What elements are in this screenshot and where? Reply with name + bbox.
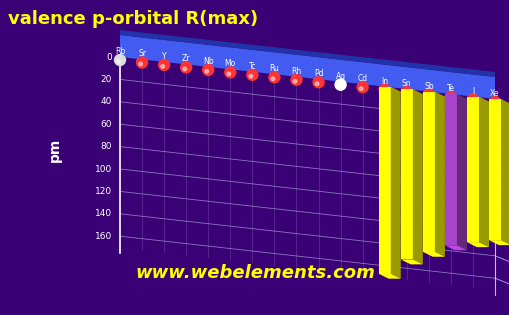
Text: Zr: Zr	[182, 54, 190, 63]
Circle shape	[379, 84, 389, 95]
Circle shape	[425, 94, 428, 98]
Polygon shape	[488, 240, 509, 245]
Polygon shape	[444, 94, 456, 245]
Text: Ru: Ru	[269, 64, 279, 73]
Polygon shape	[444, 245, 466, 250]
Polygon shape	[120, 35, 494, 99]
Circle shape	[180, 62, 191, 73]
Text: 80: 80	[100, 142, 112, 151]
Text: 100: 100	[95, 164, 112, 174]
Polygon shape	[390, 87, 400, 279]
Polygon shape	[422, 252, 444, 257]
Circle shape	[334, 79, 346, 90]
Circle shape	[444, 92, 456, 103]
Circle shape	[293, 79, 296, 83]
Text: 60: 60	[100, 120, 112, 129]
Polygon shape	[434, 92, 444, 257]
Circle shape	[158, 60, 169, 71]
Circle shape	[205, 70, 208, 73]
Polygon shape	[500, 99, 509, 245]
Circle shape	[136, 57, 147, 68]
Text: www.webelements.com: www.webelements.com	[135, 264, 374, 282]
Polygon shape	[466, 242, 488, 247]
Text: Sn: Sn	[401, 79, 411, 88]
Circle shape	[224, 67, 235, 78]
Polygon shape	[422, 92, 434, 252]
Text: Pd: Pd	[313, 69, 323, 78]
Circle shape	[246, 69, 258, 80]
Text: Tc: Tc	[248, 62, 256, 71]
Text: Mo: Mo	[224, 59, 236, 68]
Polygon shape	[400, 89, 412, 259]
Text: Nb: Nb	[203, 57, 213, 66]
Text: 40: 40	[100, 97, 112, 106]
Text: Sb: Sb	[423, 82, 433, 91]
Circle shape	[489, 96, 499, 107]
Text: Y: Y	[161, 52, 166, 61]
Circle shape	[115, 54, 125, 66]
Circle shape	[183, 67, 186, 71]
Text: Rb: Rb	[115, 47, 125, 56]
Polygon shape	[378, 274, 400, 279]
Text: I: I	[471, 87, 473, 95]
Polygon shape	[466, 96, 478, 242]
Circle shape	[356, 82, 367, 93]
Text: valence p-orbital R(max): valence p-orbital R(max)	[8, 10, 258, 28]
Circle shape	[422, 89, 434, 100]
Text: 20: 20	[100, 75, 112, 84]
Text: Sr: Sr	[138, 49, 146, 59]
Polygon shape	[412, 89, 422, 264]
Circle shape	[138, 62, 142, 66]
Circle shape	[401, 87, 411, 98]
Circle shape	[315, 82, 318, 86]
Circle shape	[447, 97, 450, 100]
Circle shape	[160, 65, 164, 68]
Circle shape	[359, 87, 362, 90]
Text: 140: 140	[95, 209, 112, 218]
Polygon shape	[400, 259, 422, 264]
Text: 120: 120	[95, 187, 112, 196]
Text: 0: 0	[106, 53, 112, 61]
Circle shape	[268, 72, 279, 83]
Polygon shape	[378, 87, 390, 274]
Circle shape	[403, 92, 406, 95]
Text: Rh: Rh	[291, 67, 301, 76]
Text: 160: 160	[95, 232, 112, 241]
Circle shape	[313, 77, 323, 88]
Circle shape	[491, 102, 494, 105]
Polygon shape	[478, 96, 488, 247]
Text: Xe: Xe	[489, 89, 499, 98]
Circle shape	[271, 77, 274, 81]
Polygon shape	[120, 30, 494, 77]
Text: Te: Te	[446, 84, 454, 93]
Polygon shape	[456, 94, 466, 250]
Circle shape	[467, 94, 477, 105]
Circle shape	[227, 72, 230, 76]
Polygon shape	[488, 99, 500, 240]
Circle shape	[291, 74, 301, 85]
Circle shape	[469, 99, 472, 103]
Text: In: In	[380, 77, 387, 86]
Circle shape	[117, 60, 120, 63]
Circle shape	[248, 75, 252, 78]
Text: Cd: Cd	[357, 74, 367, 83]
Circle shape	[203, 64, 213, 75]
Circle shape	[336, 84, 340, 88]
Text: Ag: Ag	[335, 72, 345, 81]
Text: pm: pm	[48, 138, 62, 162]
Circle shape	[381, 89, 384, 93]
